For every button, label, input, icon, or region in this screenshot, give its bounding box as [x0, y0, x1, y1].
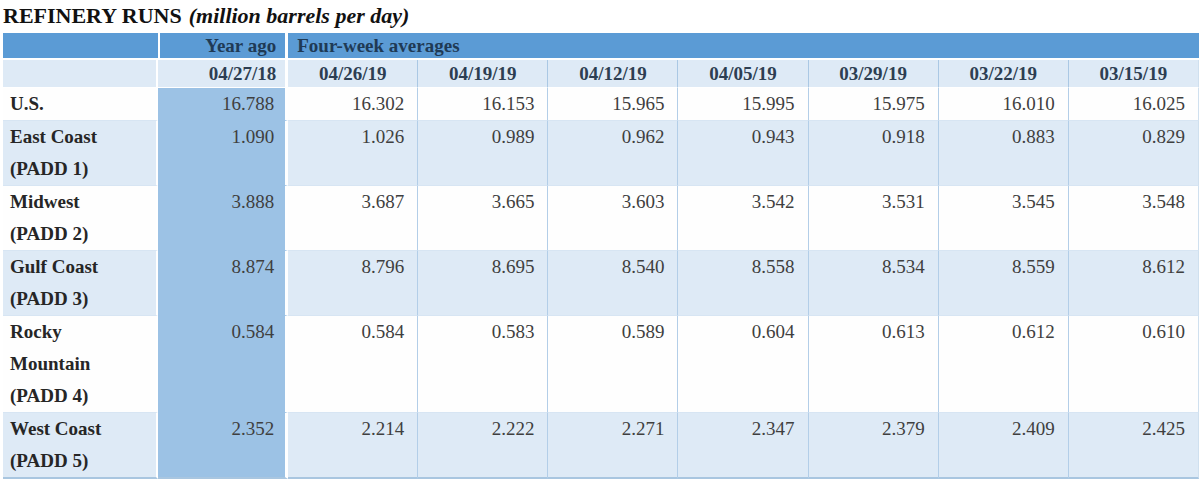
data-value: 2.379 [809, 413, 939, 479]
data-value: 0.610 [1069, 316, 1199, 413]
date-header-row: 04/27/18 04/26/1904/19/1904/12/1904/05/1… [3, 60, 1199, 88]
data-value: 8.540 [548, 251, 678, 316]
data-value: 2.222 [418, 413, 548, 479]
data-value: 0.612 [939, 316, 1069, 413]
data-value: 0.583 [418, 316, 548, 413]
data-value: 3.548 [1069, 186, 1199, 251]
data-value: 3.603 [548, 186, 678, 251]
data-value: 0.883 [939, 121, 1069, 186]
data-value: 2.347 [678, 413, 808, 479]
table-row: East Coast(PADD 1)1.0901.0260.9890.9620.… [3, 121, 1199, 186]
data-value: 15.965 [548, 88, 678, 121]
row-label-line: Rocky [10, 316, 156, 348]
row-label-line: East Coast [10, 121, 156, 153]
year-ago-value: 3.888 [158, 186, 288, 251]
row-label-line: Gulf Coast [10, 251, 156, 283]
data-value: 0.918 [809, 121, 939, 186]
data-value: 3.665 [418, 186, 548, 251]
date-header: 04/12/19 [548, 60, 678, 88]
data-value: 3.531 [809, 186, 939, 251]
data-value: 3.542 [678, 186, 808, 251]
data-value: 15.995 [678, 88, 808, 121]
date-header: 03/22/19 [939, 60, 1069, 88]
corner-cell [3, 33, 158, 60]
row-label-line: Midwest [10, 186, 156, 218]
row-label: East Coast(PADD 1) [3, 121, 158, 186]
data-value: 2.214 [288, 413, 418, 479]
data-value: 0.962 [548, 121, 678, 186]
title-main: REFINERY RUNS [3, 3, 182, 28]
data-value: 16.153 [418, 88, 548, 121]
table-row: RockyMountain(PADD 4)0.5840.5840.5830.58… [3, 316, 1199, 413]
year-ago-value: 0.584 [158, 316, 288, 413]
date-header: 04/26/19 [288, 60, 418, 88]
row-label: RockyMountain(PADD 4) [3, 316, 158, 413]
date-header: 03/15/19 [1069, 60, 1199, 88]
data-value: 0.943 [678, 121, 808, 186]
row-label-line: (PADD 4) [10, 380, 156, 412]
row-label-line: (PADD 2) [10, 218, 156, 250]
data-value: 3.687 [288, 186, 418, 251]
data-value: 16.302 [288, 88, 418, 121]
row-label-line: (PADD 3) [10, 283, 156, 315]
data-value: 8.796 [288, 251, 418, 316]
row-label-line: U.S. [10, 88, 156, 120]
row-label: Gulf Coast(PADD 3) [3, 251, 158, 316]
table-row: West Coast(PADD 5)2.3522.2142.2222.2712.… [3, 413, 1199, 479]
data-value: 0.604 [678, 316, 808, 413]
data-value: 2.409 [939, 413, 1069, 479]
data-value: 0.589 [548, 316, 678, 413]
title-unit: (million barrels per day) [189, 3, 410, 28]
table-row: Gulf Coast(PADD 3)8.8748.7968.6958.5408.… [3, 251, 1199, 316]
column-group-header-row: Year ago Four-week averages [3, 33, 1199, 60]
data-value: 0.829 [1069, 121, 1199, 186]
year-ago-value: 2.352 [158, 413, 288, 479]
table-row: Midwest(PADD 2)3.8883.6873.6653.6033.542… [3, 186, 1199, 251]
four-week-averages-group-header: Four-week averages [288, 33, 1199, 60]
data-value: 15.975 [809, 88, 939, 121]
year-ago-date-header: 04/27/18 [158, 60, 288, 88]
data-value: 8.695 [418, 251, 548, 316]
data-value: 3.545 [939, 186, 1069, 251]
data-value: 8.534 [809, 251, 939, 316]
data-value: 8.558 [678, 251, 808, 316]
row-label: West Coast(PADD 5) [3, 413, 158, 479]
date-row-empty-cell [3, 60, 158, 88]
year-ago-value: 16.788 [158, 88, 288, 121]
row-label: Midwest(PADD 2) [3, 186, 158, 251]
refinery-runs-report: REFINERY RUNS (million barrels per day) Y… [0, 0, 1200, 485]
row-label-line: West Coast [10, 413, 156, 445]
data-value: 8.612 [1069, 251, 1199, 316]
row-label: U.S. [3, 88, 158, 121]
data-value: 0.584 [288, 316, 418, 413]
data-value: 2.425 [1069, 413, 1199, 479]
data-value: 1.026 [288, 121, 418, 186]
year-ago-value: 1.090 [158, 121, 288, 186]
row-label-line: (PADD 5) [10, 445, 156, 477]
data-value: 0.613 [809, 316, 939, 413]
page-title: REFINERY RUNS (million barrels per day) [0, 0, 1200, 33]
table-body: U.S.16.78816.30216.15315.96515.99515.975… [3, 88, 1199, 479]
data-value: 0.989 [418, 121, 548, 186]
data-value: 8.559 [939, 251, 1069, 316]
date-header: 03/29/19 [809, 60, 939, 88]
data-value: 2.271 [548, 413, 678, 479]
year-ago-group-header: Year ago [158, 33, 288, 60]
table-row: U.S.16.78816.30216.15315.96515.99515.975… [3, 88, 1199, 121]
data-value: 16.025 [1069, 88, 1199, 121]
date-header: 04/05/19 [678, 60, 808, 88]
data-value: 16.010 [939, 88, 1069, 121]
row-label-line: (PADD 1) [10, 153, 156, 185]
date-header: 04/19/19 [418, 60, 548, 88]
year-ago-value: 8.874 [158, 251, 288, 316]
refinery-runs-table: Year ago Four-week averages 04/27/18 04/… [3, 33, 1199, 479]
row-label-line: Mountain [10, 348, 156, 380]
